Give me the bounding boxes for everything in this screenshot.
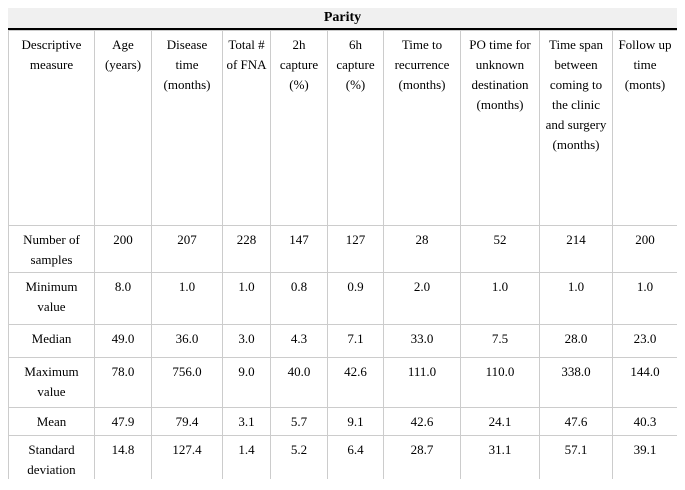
cell-value: 228	[222, 225, 271, 273]
cell-value: 0.9	[327, 272, 384, 325]
parity-table-sheet: Parity Descriptive measure Age (years) D…	[8, 8, 677, 479]
cell-value: 47.6	[539, 407, 613, 436]
column-header-time-span: Time span between coming to the clinic a…	[539, 30, 613, 226]
cell-value: 1.0	[151, 272, 223, 325]
column-header-descriptive-measure: Descriptive measure	[8, 30, 95, 226]
table-row-number-of-samples: Number of samples 200 207 228 147 127 28…	[8, 225, 677, 273]
row-label: Minimum value	[8, 272, 95, 325]
cell-value: 7.1	[327, 324, 384, 358]
cell-value: 8.0	[94, 272, 152, 325]
column-header-po-time: PO time for unknown destination (months)	[460, 30, 540, 226]
cell-value: 207	[151, 225, 223, 273]
cell-value: 756.0	[151, 357, 223, 408]
column-header-age: Age (years)	[94, 30, 152, 226]
cell-value: 9.1	[327, 407, 384, 436]
cell-value: 28	[383, 225, 461, 273]
cell-value: 7.5	[460, 324, 540, 358]
table-row-mean: Mean 47.9 79.4 3.1 5.7 9.1 42.6 24.1 47.…	[8, 407, 677, 436]
table-title: Parity	[8, 8, 677, 30]
cell-value: 200	[94, 225, 152, 273]
cell-value: 57.1	[539, 435, 613, 479]
cell-value: 31.1	[460, 435, 540, 479]
cell-value: 14.8	[94, 435, 152, 479]
cell-value: 1.0	[612, 272, 677, 325]
cell-value: 39.1	[612, 435, 677, 479]
cell-value: 49.0	[94, 324, 152, 358]
cell-value: 3.0	[222, 324, 271, 358]
cell-value: 28.0	[539, 324, 613, 358]
cell-value: 36.0	[151, 324, 223, 358]
cell-value: 5.2	[270, 435, 328, 479]
row-label: Mean	[8, 407, 95, 436]
cell-value: 144.0	[612, 357, 677, 408]
cell-value: 0.8	[270, 272, 328, 325]
row-label: Number of samples	[8, 225, 95, 273]
row-label: Maximum value	[8, 357, 95, 408]
cell-value: 214	[539, 225, 613, 273]
cell-value: 2.0	[383, 272, 461, 325]
cell-value: 338.0	[539, 357, 613, 408]
column-header-total-fna: Total # of FNA	[222, 30, 271, 226]
column-header-follow-up: Follow up time (monts)	[612, 30, 677, 226]
header-row: Descriptive measure Age (years) Disease …	[8, 30, 677, 226]
cell-value: 3.1	[222, 407, 271, 436]
cell-value: 111.0	[383, 357, 461, 408]
cell-value: 4.3	[270, 324, 328, 358]
column-header-2h-capture: 2h capture (%)	[270, 30, 328, 226]
table-row-median: Median 49.0 36.0 3.0 4.3 7.1 33.0 7.5 28…	[8, 324, 677, 358]
table-row-minimum-value: Minimum value 8.0 1.0 1.0 0.8 0.9 2.0 1.…	[8, 272, 677, 325]
cell-value: 1.0	[222, 272, 271, 325]
column-header-6h-capture: 6h capture (%)	[327, 30, 384, 226]
cell-value: 79.4	[151, 407, 223, 436]
table-row-maximum-value: Maximum value 78.0 756.0 9.0 40.0 42.6 1…	[8, 357, 677, 408]
cell-value: 147	[270, 225, 328, 273]
cell-value: 52	[460, 225, 540, 273]
row-label: Standard deviation	[8, 435, 95, 479]
cell-value: 78.0	[94, 357, 152, 408]
cell-value: 9.0	[222, 357, 271, 408]
cell-value: 1.0	[539, 272, 613, 325]
cell-value: 42.6	[327, 357, 384, 408]
cell-value: 127.4	[151, 435, 223, 479]
cell-value: 24.1	[460, 407, 540, 436]
cell-value: 127	[327, 225, 384, 273]
cell-value: 110.0	[460, 357, 540, 408]
cell-value: 33.0	[383, 324, 461, 358]
cell-value: 23.0	[612, 324, 677, 358]
cell-value: 1.4	[222, 435, 271, 479]
cell-value: 1.0	[460, 272, 540, 325]
column-header-time-to-recurrence: Time to recurrence (months)	[383, 30, 461, 226]
cell-value: 5.7	[270, 407, 328, 436]
column-header-disease-time: Disease time (months)	[151, 30, 223, 226]
statistics-table: Descriptive measure Age (years) Disease …	[8, 30, 677, 479]
cell-value: 40.0	[270, 357, 328, 408]
cell-value: 40.3	[612, 407, 677, 436]
table-row-standard-deviation: Standard deviation 14.8 127.4 1.4 5.2 6.…	[8, 435, 677, 479]
row-label: Median	[8, 324, 95, 358]
cell-value: 200	[612, 225, 677, 273]
cell-value: 6.4	[327, 435, 384, 479]
cell-value: 42.6	[383, 407, 461, 436]
cell-value: 28.7	[383, 435, 461, 479]
cell-value: 47.9	[94, 407, 152, 436]
